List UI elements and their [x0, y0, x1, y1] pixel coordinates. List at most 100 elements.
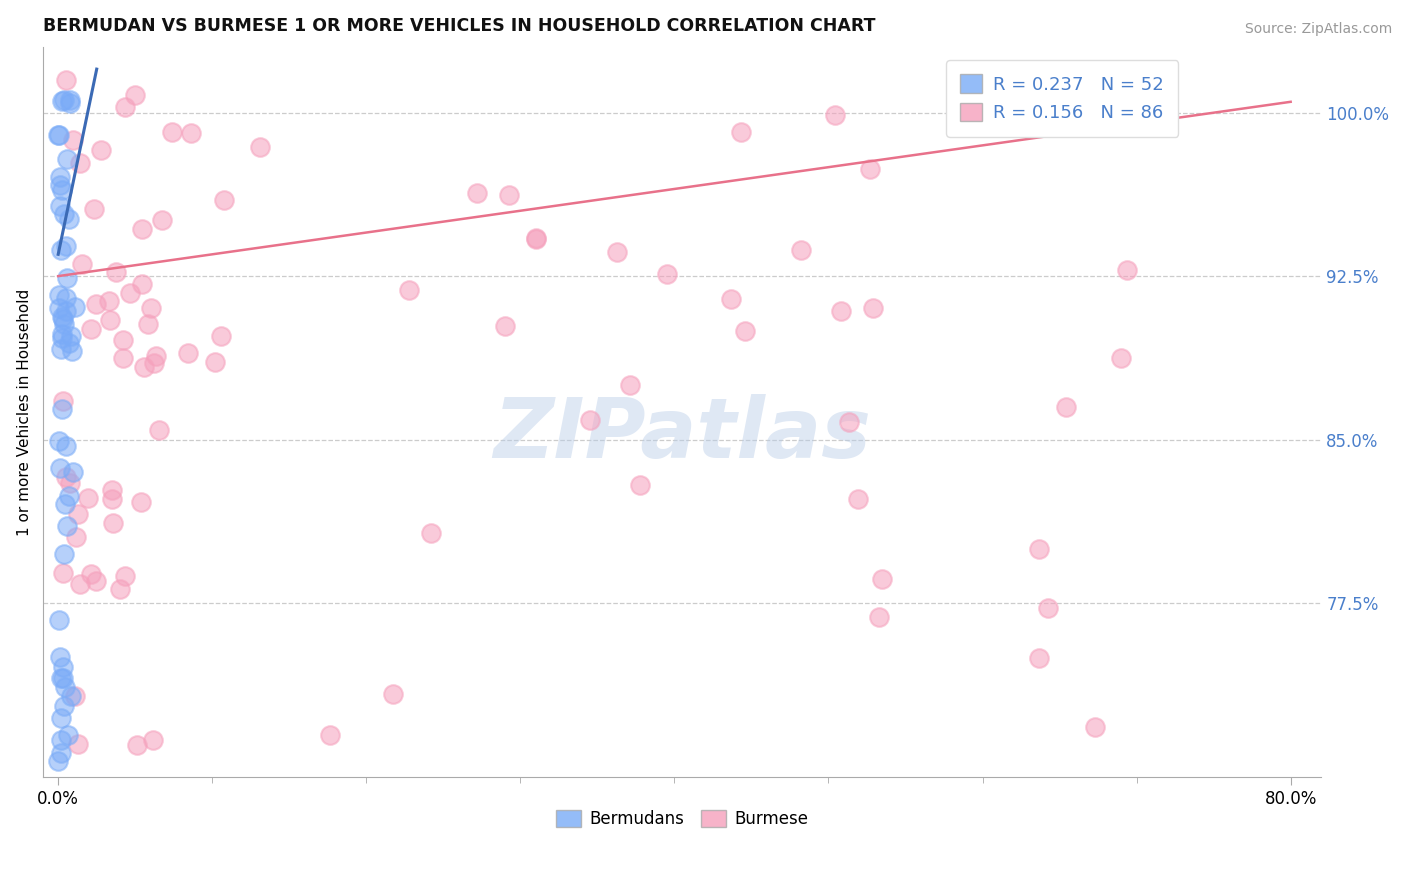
Point	[51, 183, 73, 197]
Point	[62, 466, 84, 480]
Legend: Bermudans, Burmese: Bermudans, Burmese	[550, 803, 815, 835]
Point	[628, 477, 651, 491]
Point	[58, 212, 80, 227]
Point	[55, 291, 77, 305]
Point	[204, 354, 226, 368]
Point	[48, 613, 70, 627]
Point	[150, 213, 173, 227]
Point	[53, 207, 76, 221]
Point	[77, 491, 100, 505]
Point	[868, 609, 890, 624]
Point	[49, 711, 72, 725]
Point	[49, 461, 72, 475]
Point	[51, 326, 73, 341]
Point	[1028, 542, 1050, 557]
Point	[114, 100, 136, 114]
Point	[55, 152, 77, 166]
Point	[162, 124, 184, 138]
Point	[86, 574, 108, 589]
Point	[58, 489, 80, 503]
Point	[97, 293, 120, 308]
Point	[48, 434, 70, 449]
Point	[55, 470, 77, 484]
Point	[69, 577, 91, 591]
Point	[83, 202, 105, 217]
Point	[139, 301, 162, 316]
Point	[49, 178, 72, 192]
Point	[59, 328, 82, 343]
Point	[734, 324, 756, 338]
Point	[212, 193, 235, 207]
Point	[524, 232, 547, 246]
Point	[51, 671, 73, 685]
Point	[53, 497, 76, 511]
Point	[124, 87, 146, 102]
Point	[51, 331, 73, 345]
Point	[136, 317, 159, 331]
Point	[1109, 351, 1132, 366]
Point	[249, 139, 271, 153]
Point	[48, 301, 70, 315]
Point	[142, 733, 165, 747]
Point	[619, 378, 641, 392]
Point	[870, 572, 893, 586]
Point	[101, 483, 124, 497]
Point	[730, 126, 752, 140]
Point	[49, 244, 72, 258]
Point	[62, 133, 84, 147]
Point	[53, 547, 76, 561]
Point	[49, 169, 72, 184]
Point	[72, 257, 94, 271]
Point	[53, 318, 76, 332]
Point	[59, 93, 82, 107]
Point	[148, 424, 170, 438]
Point	[131, 494, 153, 508]
Point	[1084, 720, 1107, 734]
Point	[606, 244, 628, 259]
Point	[1116, 263, 1139, 277]
Point	[142, 356, 165, 370]
Point	[838, 415, 860, 429]
Point	[125, 738, 148, 752]
Point	[110, 582, 132, 597]
Point	[824, 108, 846, 122]
Point	[51, 310, 73, 324]
Point	[63, 689, 86, 703]
Point	[69, 156, 91, 170]
Point	[52, 312, 75, 326]
Point	[58, 336, 80, 351]
Point	[52, 659, 75, 673]
Point	[52, 699, 75, 714]
Point	[846, 491, 869, 506]
Point	[66, 507, 89, 521]
Point	[56, 270, 79, 285]
Point	[177, 346, 200, 360]
Text: Source: ZipAtlas.com: Source: ZipAtlas.com	[1244, 22, 1392, 37]
Point	[382, 688, 405, 702]
Point	[51, 671, 73, 685]
Point	[52, 394, 75, 409]
Point	[80, 566, 103, 581]
Point	[859, 162, 882, 177]
Point	[49, 198, 72, 212]
Point	[58, 95, 80, 110]
Point	[48, 754, 70, 768]
Point	[1028, 651, 1050, 665]
Point	[52, 94, 75, 108]
Point	[131, 277, 153, 291]
Point	[398, 283, 420, 297]
Point	[1025, 109, 1047, 123]
Point	[790, 244, 813, 258]
Point	[53, 680, 76, 694]
Point	[63, 300, 86, 314]
Point	[319, 728, 342, 742]
Point	[67, 737, 90, 751]
Point	[465, 186, 488, 201]
Point	[49, 342, 72, 356]
Point	[101, 492, 124, 507]
Point	[55, 239, 77, 253]
Point	[419, 526, 441, 541]
Point	[55, 73, 77, 87]
Point	[524, 231, 547, 245]
Point	[498, 188, 520, 202]
